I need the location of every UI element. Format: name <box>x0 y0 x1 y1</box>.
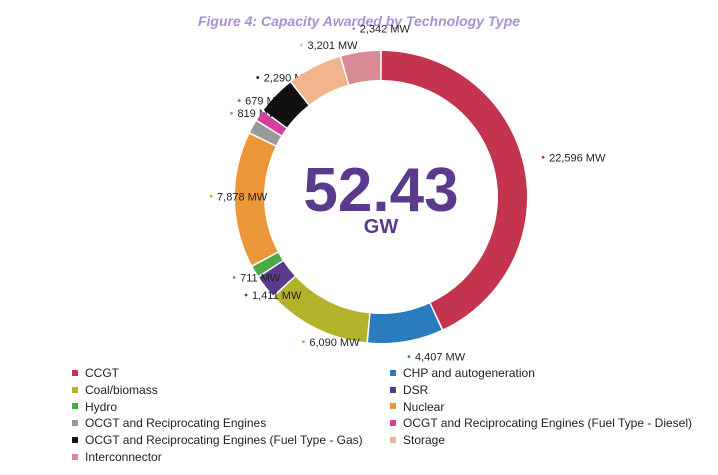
legend-label: Nuclear <box>403 399 445 414</box>
data-label-marker-4 <box>232 276 236 279</box>
pie-slice-0 <box>381 51 528 330</box>
legend-swatch <box>72 453 78 460</box>
legend-item: CCGT <box>72 366 119 380</box>
data-label-4: 711 MW <box>240 273 281 285</box>
center-value: 52.43 <box>303 156 458 225</box>
data-label-5: 7,878 MW <box>217 191 268 203</box>
legend-swatch <box>390 420 396 427</box>
pie-slice-8 <box>263 82 309 128</box>
data-label-marker-1 <box>407 355 411 359</box>
data-label-marker-3 <box>244 293 248 297</box>
pie-slice-4 <box>252 252 283 276</box>
pie-slice-6 <box>250 121 281 146</box>
pie-slice-9 <box>291 56 348 105</box>
legend-swatch <box>72 403 78 410</box>
legend-swatch <box>72 437 78 444</box>
legend-label: OCGT and Reciprocating Engines (Fuel Typ… <box>85 433 363 448</box>
legend-swatch <box>390 437 396 444</box>
legend-item: OCGT and Reciprocating Engines (Fuel Typ… <box>72 433 363 447</box>
data-label-10: 2,342 MW <box>360 24 411 36</box>
center-unit: GW <box>364 216 399 238</box>
legend-swatch <box>72 420 78 427</box>
data-label-marker-7 <box>237 99 241 102</box>
pie-slice-10 <box>341 51 381 85</box>
pie-slice-1 <box>368 303 442 343</box>
legend-label: OCGT and Reciprocating Engines (Fuel Typ… <box>403 416 693 431</box>
legend-label: CCGT <box>85 366 119 380</box>
legend-swatch <box>390 403 396 410</box>
legend-label: DSR <box>403 382 429 397</box>
data-label-1: 4,407 MW <box>415 352 466 364</box>
chart-title: Figure 4: Capacity Awarded by Technology… <box>197 13 521 29</box>
legend-label: OCGT and Reciprocating Engines <box>85 416 267 431</box>
pie-slice-3 <box>259 261 295 296</box>
legend-item: Nuclear <box>390 400 444 414</box>
legend-label: Coal/biomass <box>85 382 158 397</box>
legend-item: OCGT and Reciprocating Engines (Fuel Typ… <box>390 416 692 430</box>
data-label-marker-0 <box>541 155 545 159</box>
data-label-marker-2 <box>301 340 305 344</box>
legend-label: Interconnector <box>85 450 162 464</box>
legend-swatch <box>72 386 78 393</box>
pie-slice-7 <box>257 111 287 136</box>
legend-swatch <box>390 386 396 393</box>
pie-slice-2 <box>274 276 370 343</box>
legend-item: Storage <box>390 433 445 447</box>
legend-item: DSR <box>390 383 428 397</box>
data-label-marker-6 <box>230 111 233 115</box>
data-label-3: 1,411 MW <box>252 290 302 302</box>
data-label-marker-9 <box>300 43 303 47</box>
pie-slice-5 <box>235 133 278 266</box>
data-label-marker-8 <box>256 76 260 79</box>
legend-swatch <box>72 369 78 376</box>
legend-item: Interconnector <box>72 450 162 464</box>
legend-swatch <box>390 369 396 376</box>
legend-label: Hydro <box>85 399 118 414</box>
legend-label: CHP and autogeneration <box>403 366 535 380</box>
data-label-2: 6,090 MW <box>309 337 360 349</box>
legend-item: Hydro <box>72 400 117 414</box>
legend-item: Coal/biomass <box>72 383 158 397</box>
data-label-marker-5 <box>209 194 213 198</box>
legend-label: Storage <box>403 433 446 448</box>
data-label-9: 3,201 MW <box>307 40 358 52</box>
data-label-0: 22,596 MW <box>549 152 606 164</box>
data-label-marker-10 <box>352 27 356 31</box>
legend-item: OCGT and Reciprocating Engines <box>72 416 266 430</box>
legend-item: CHP and autogeneration <box>390 366 535 380</box>
